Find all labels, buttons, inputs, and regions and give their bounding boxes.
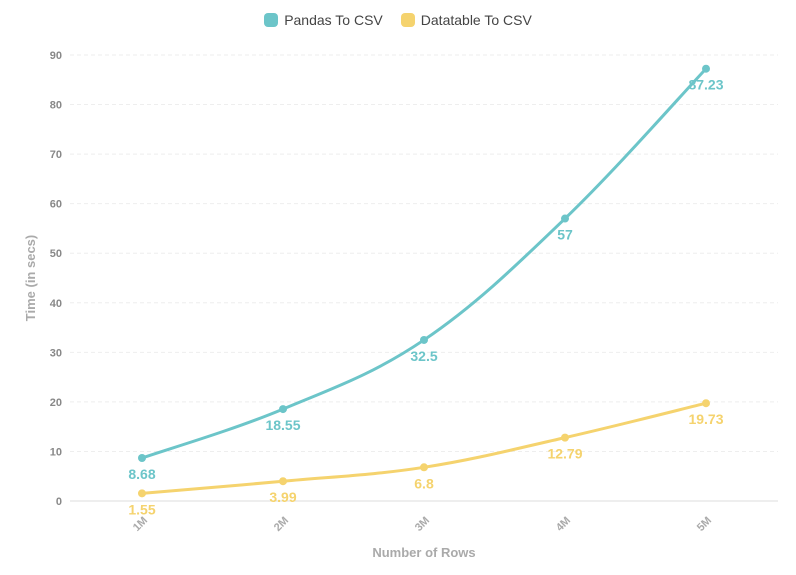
y-tick-label: 20	[50, 397, 62, 409]
data-label: 87.23	[688, 77, 723, 93]
y-tick-label: 10	[50, 446, 62, 458]
legend: Pandas To CSV Datatable To CSV	[0, 12, 796, 28]
data-label: 18.55	[265, 417, 300, 433]
x-tick-label: 2M	[272, 515, 291, 534]
legend-label-pandas: Pandas To CSV	[284, 12, 383, 28]
data-label: 57	[557, 227, 573, 243]
x-tick-labels: 1M 2M 3M 4M 5M	[131, 515, 714, 534]
data-label: 19.73	[688, 411, 723, 427]
data-point[interactable]	[420, 463, 428, 472]
data-point[interactable]	[702, 399, 710, 408]
data-label: 12.79	[547, 446, 582, 462]
data-point[interactable]	[420, 335, 428, 344]
x-axis-title: Number of Rows	[372, 545, 475, 560]
x-tick-label: 4M	[554, 515, 573, 534]
series-line	[141, 67, 708, 460]
y-tick-label: 0	[56, 496, 62, 508]
y-tick-label: 50	[50, 248, 62, 260]
y-tick-label: 80	[50, 100, 62, 112]
legend-label-datatable: Datatable To CSV	[420, 12, 532, 28]
legend-item-datatable[interactable]: Datatable To CSV	[400, 12, 532, 28]
data-point[interactable]	[138, 453, 146, 462]
legend-swatch-datatable	[400, 13, 415, 27]
y-tick-label: 60	[50, 199, 62, 211]
x-tick-label: 1M	[131, 515, 150, 534]
data-point[interactable]	[702, 64, 710, 73]
data-label: 32.5	[410, 348, 437, 364]
x-tick-label: 3M	[413, 515, 432, 534]
data-point[interactable]	[561, 214, 569, 223]
grid-lines	[70, 54, 778, 502]
legend-swatch-pandas	[264, 13, 279, 27]
data-point[interactable]	[279, 477, 287, 486]
data-label: 1.55	[128, 501, 155, 517]
data-point[interactable]	[138, 489, 146, 498]
series-lines	[141, 67, 708, 495]
data-label: 6.8	[414, 475, 434, 491]
x-tick-label: 5M	[695, 515, 714, 534]
y-tick-labels: 0 10 20 30 40 50 60 70 80 90	[50, 50, 62, 508]
y-tick-label: 30	[50, 347, 62, 359]
y-tick-label: 70	[50, 149, 62, 161]
data-label: 8.68	[128, 466, 155, 482]
data-labels: 8.68 18.55 32.5 57 87.23 1.55 3.99 6.8 12.79 19.7…	[128, 77, 723, 518]
data-point[interactable]	[279, 405, 287, 414]
data-point[interactable]	[561, 433, 569, 442]
y-axis-title: Time (in secs)	[23, 235, 38, 321]
legend-item-pandas[interactable]: Pandas To CSV	[264, 12, 383, 28]
y-tick-label: 40	[50, 298, 62, 310]
data-label: 3.99	[269, 489, 296, 505]
y-tick-label: 90	[50, 50, 62, 62]
series-points	[138, 64, 710, 498]
